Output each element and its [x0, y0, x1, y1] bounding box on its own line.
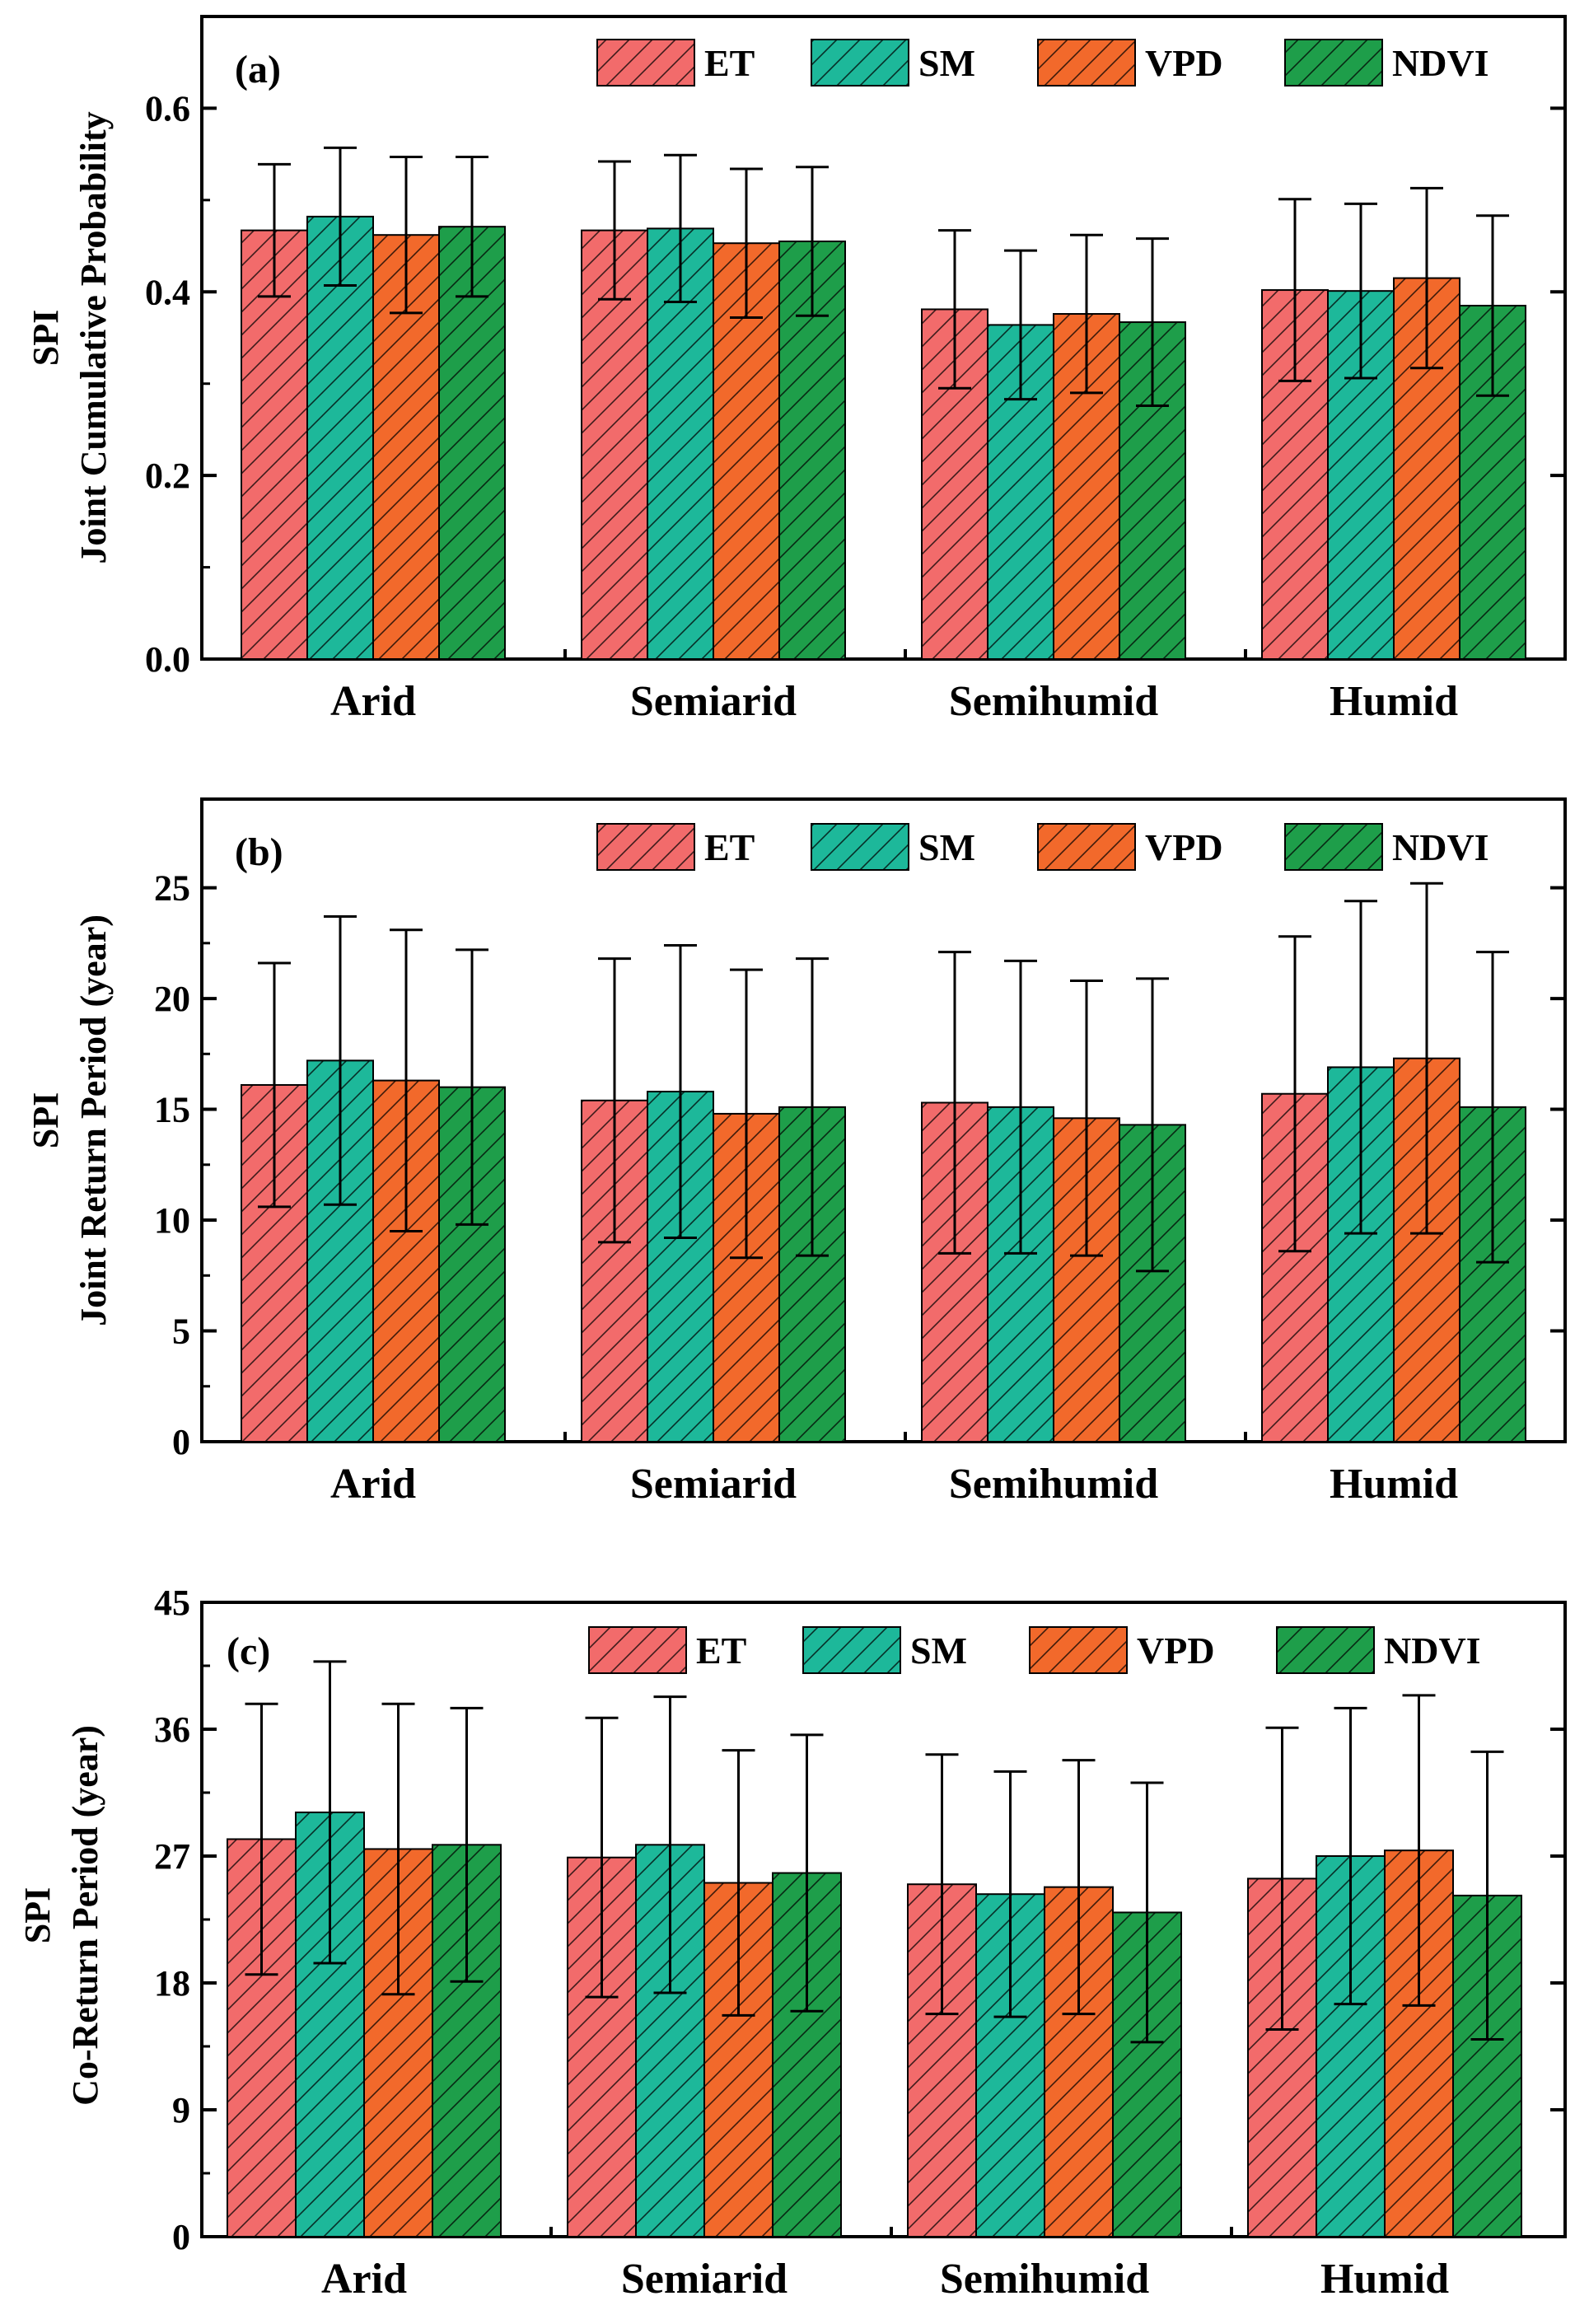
- plot-frame-b: [200, 797, 1567, 1443]
- panel-label-a: (a): [235, 48, 281, 91]
- y-axis-title-c: Co-Return Period (year): [65, 1725, 105, 2106]
- y-tick-label-b: 10: [154, 1200, 190, 1241]
- legend-swatch-hatch-et: [597, 824, 694, 870]
- legend-label-sm: SM: [918, 42, 975, 84]
- y-tick-label-c: 18: [154, 1963, 190, 2004]
- bar-hatch-et: [582, 230, 647, 660]
- legend-label-vpd: VPD: [1145, 826, 1223, 868]
- category-label: Semiarid: [630, 678, 797, 725]
- y-axis-title-b: Joint Return Period (year): [73, 914, 114, 1326]
- y-tick-label-b: 0: [172, 1422, 190, 1462]
- marks-c: 0 9 18 27 36 45 Arid Semiarid Semihumid Humid ET SM…: [154, 1583, 1565, 2303]
- legend-swatch-hatch-sm: [811, 824, 909, 870]
- legend-swatch-hatch-ndvi: [1277, 1627, 1374, 1673]
- y-axis-series-c: SPI: [17, 1887, 58, 1943]
- y-tick-label-a: 0.4: [145, 272, 190, 312]
- panel-a: 0.0 0.2 0.4 0.6 Arid Semiarid Semihumid Humid ET…: [26, 15, 1567, 725]
- y-tick-label-a: 0.0: [145, 639, 190, 680]
- y-tick-label-c: 9: [172, 2090, 190, 2130]
- y-tick-label-a: 0.2: [145, 456, 190, 496]
- legend-swatch-hatch-sm: [803, 1627, 900, 1673]
- category-label: Humid: [1330, 678, 1458, 725]
- legend-label-sm: SM: [910, 1630, 967, 1672]
- panel-c: 0 9 18 27 36 45 Arid Semiarid Semihumid Humid ET SM…: [17, 1583, 1567, 2303]
- category-label: Humid: [1330, 1461, 1458, 1508]
- y-tick-label-c: 27: [154, 1836, 190, 1877]
- category-label: Semihumid: [949, 1461, 1158, 1508]
- legend-label-et: ET: [704, 42, 755, 84]
- category-label: Semihumid: [949, 678, 1158, 725]
- legend-label-et: ET: [704, 826, 755, 868]
- y-axis-series-a: SPI: [26, 310, 66, 366]
- plot-frame-a: [200, 15, 1567, 661]
- bar-hatch-ndvi: [439, 227, 505, 660]
- y-tick-label-b: 5: [172, 1312, 190, 1352]
- legend-label-et: ET: [696, 1630, 746, 1672]
- marks-a: 0.0 0.2 0.4 0.6 Arid Semiarid Semihumid Humid ET…: [145, 39, 1565, 725]
- legend-label-ndvi: NDVI: [1384, 1630, 1481, 1672]
- panel-b: 0 5 10 15 20 25 Arid Semiarid Semihumid Humid ET SM…: [26, 797, 1567, 1508]
- category-label: Semiarid: [621, 2256, 788, 2303]
- y-tick-label-a: 0.6: [145, 88, 190, 129]
- category-label: Semiarid: [630, 1461, 797, 1508]
- y-tick-label-c: 0: [172, 2217, 190, 2257]
- legend-swatch-hatch-vpd: [1038, 824, 1135, 870]
- legend-label-ndvi: NDVI: [1392, 42, 1489, 84]
- bar-hatch-et: [241, 230, 307, 660]
- legend-swatch-hatch-ndvi: [1285, 824, 1382, 870]
- legend-swatch-hatch-vpd: [1038, 40, 1135, 86]
- legend-label-sm: SM: [918, 826, 975, 868]
- category-label: Humid: [1320, 2256, 1449, 2303]
- category-label: Arid: [321, 2256, 407, 2303]
- marks-b: 0 5 10 15 20 25 Arid Semiarid Semihumid Humid ET SM…: [154, 823, 1565, 1508]
- y-axis-title-a: Joint Cumulative Probability: [73, 111, 114, 563]
- y-tick-label-b: 25: [154, 868, 190, 909]
- legend-swatch-hatch-et: [597, 40, 694, 86]
- legend-label-vpd: VPD: [1137, 1630, 1215, 1672]
- legend-swatch-hatch-vpd: [1030, 1627, 1127, 1673]
- legend-swatch-hatch-ndvi: [1285, 40, 1382, 86]
- y-tick-label-c: 45: [154, 1583, 190, 1623]
- y-tick-label-b: 15: [154, 1090, 190, 1130]
- y-tick-label-b: 20: [154, 979, 190, 1019]
- bar-hatch-sm: [307, 216, 373, 659]
- y-tick-label-c: 36: [154, 1709, 190, 1750]
- legend-label-ndvi: NDVI: [1392, 826, 1489, 868]
- panel-label-b: (b): [235, 830, 283, 874]
- panel-label-c: (c): [227, 1630, 270, 1673]
- category-label: Arid: [330, 678, 416, 725]
- legend-label-vpd: VPD: [1145, 42, 1223, 84]
- category-label: Semihumid: [940, 2256, 1149, 2303]
- legend-swatch-hatch-sm: [811, 40, 909, 86]
- legend-swatch-hatch-et: [589, 1627, 686, 1673]
- y-axis-series-b: SPI: [26, 1092, 66, 1148]
- category-label: Arid: [330, 1461, 416, 1508]
